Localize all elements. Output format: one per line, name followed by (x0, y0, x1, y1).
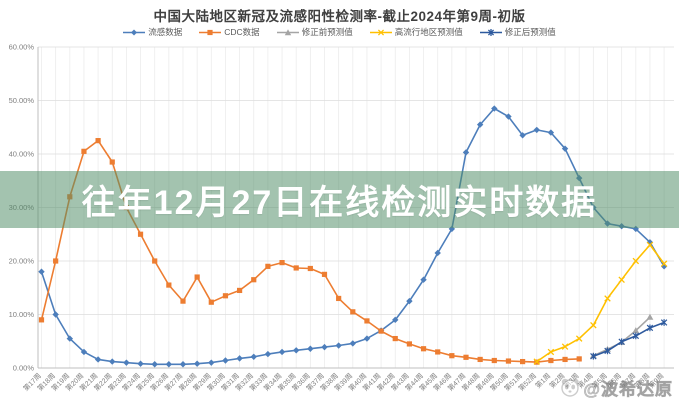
legend-marker-icon (199, 29, 222, 35)
watermark-text: @波希达原 (583, 379, 673, 399)
legend-item: 流感数据 (123, 26, 182, 38)
y-tick-label: 40.00% (9, 150, 35, 159)
legend-item-label: CDC数据 (224, 27, 260, 37)
legend-item-label: 修正后预测值 (504, 27, 556, 37)
legend-marker-icon (479, 28, 502, 36)
series-line (593, 321, 665, 357)
legend-marker-icon (276, 28, 299, 35)
x-tick-label: 第1周 (533, 371, 552, 390)
legend-item: 修正后预测值 (479, 26, 556, 38)
y-tick-label: 10.00% (9, 310, 35, 319)
y-tick-label: 0.00% (13, 364, 35, 373)
legend-item: CDC数据 (199, 26, 260, 38)
overlay-banner: 往年12月27日在线检测实时数据 (0, 171, 679, 228)
series-line (536, 244, 665, 363)
chart-title: 中国大陆地区新冠及流感阳性检测率-截止2024年第9周-初版 (153, 9, 526, 24)
watermark: @波希达原 (559, 374, 673, 400)
y-tick-label: 50.00% (9, 96, 35, 105)
panda-icon (561, 378, 580, 397)
legend-marker-icon (369, 28, 392, 36)
legend-item-label: 修正前预测值 (301, 27, 353, 37)
y-tick-label: 60.00% (9, 43, 35, 52)
y-tick-label: 20.00% (9, 257, 35, 266)
legend-item-label: 高流行地区预测值 (394, 27, 463, 37)
legend-marker-icon (123, 29, 146, 35)
chart-legend: 流感数据 CDC数据 修正前预测值 高流行地区预测值 修正后预测值 (0, 26, 679, 38)
banner-text: 往年12月27日在线检测实时数据 (81, 184, 598, 222)
legend-item-label: 流感数据 (148, 27, 183, 37)
legend-item: 高流行地区预测值 (369, 26, 463, 38)
legend-item: 修正前预测值 (276, 26, 353, 38)
